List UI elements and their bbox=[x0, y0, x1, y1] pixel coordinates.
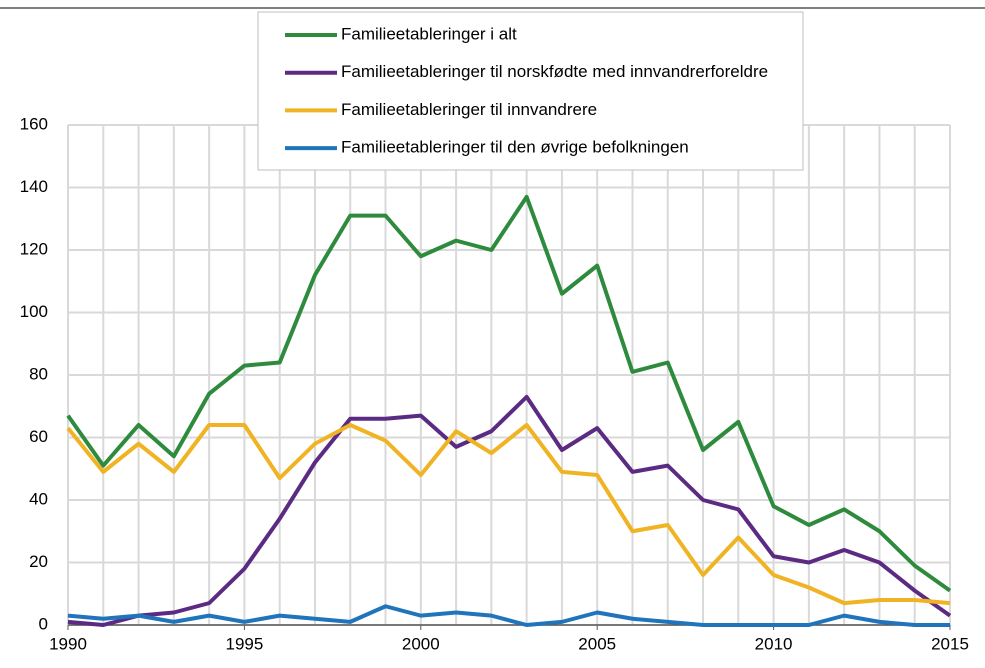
y-tick-label: 140 bbox=[20, 177, 48, 196]
y-tick-label: 40 bbox=[29, 489, 48, 508]
legend-label: Familieetableringer til den øvrige befol… bbox=[341, 138, 689, 157]
y-tick-label: 120 bbox=[20, 239, 48, 258]
x-tick-label: 2000 bbox=[402, 634, 440, 653]
y-tick-label: 160 bbox=[20, 114, 48, 133]
y-tick-label: 20 bbox=[29, 552, 48, 571]
series-line bbox=[66, 194, 952, 593]
legend-label: Familieetableringer til norskfødte med i… bbox=[341, 62, 768, 81]
legend-label: Familieetableringer til innvandrere bbox=[341, 100, 597, 119]
y-tick-label: 100 bbox=[20, 302, 48, 321]
x-tick-label: 1990 bbox=[49, 634, 87, 653]
y-tick-label: 0 bbox=[39, 614, 48, 633]
y-tick-label: 60 bbox=[29, 427, 48, 446]
legend: Familieetableringer i alt Familieetableri… bbox=[257, 11, 804, 171]
x-tick-label: 2005 bbox=[578, 634, 616, 653]
legend-box bbox=[257, 11, 804, 171]
series-line bbox=[66, 423, 951, 606]
series-line bbox=[67, 604, 950, 627]
legend-label: Familieetableringer i alt bbox=[341, 24, 517, 43]
x-tick-label: 1995 bbox=[225, 634, 263, 653]
series-line bbox=[67, 394, 952, 627]
x-tick-label: 2010 bbox=[755, 634, 793, 653]
x-tick-label: 2015 bbox=[931, 634, 969, 653]
y-tick-label: 80 bbox=[29, 364, 48, 383]
